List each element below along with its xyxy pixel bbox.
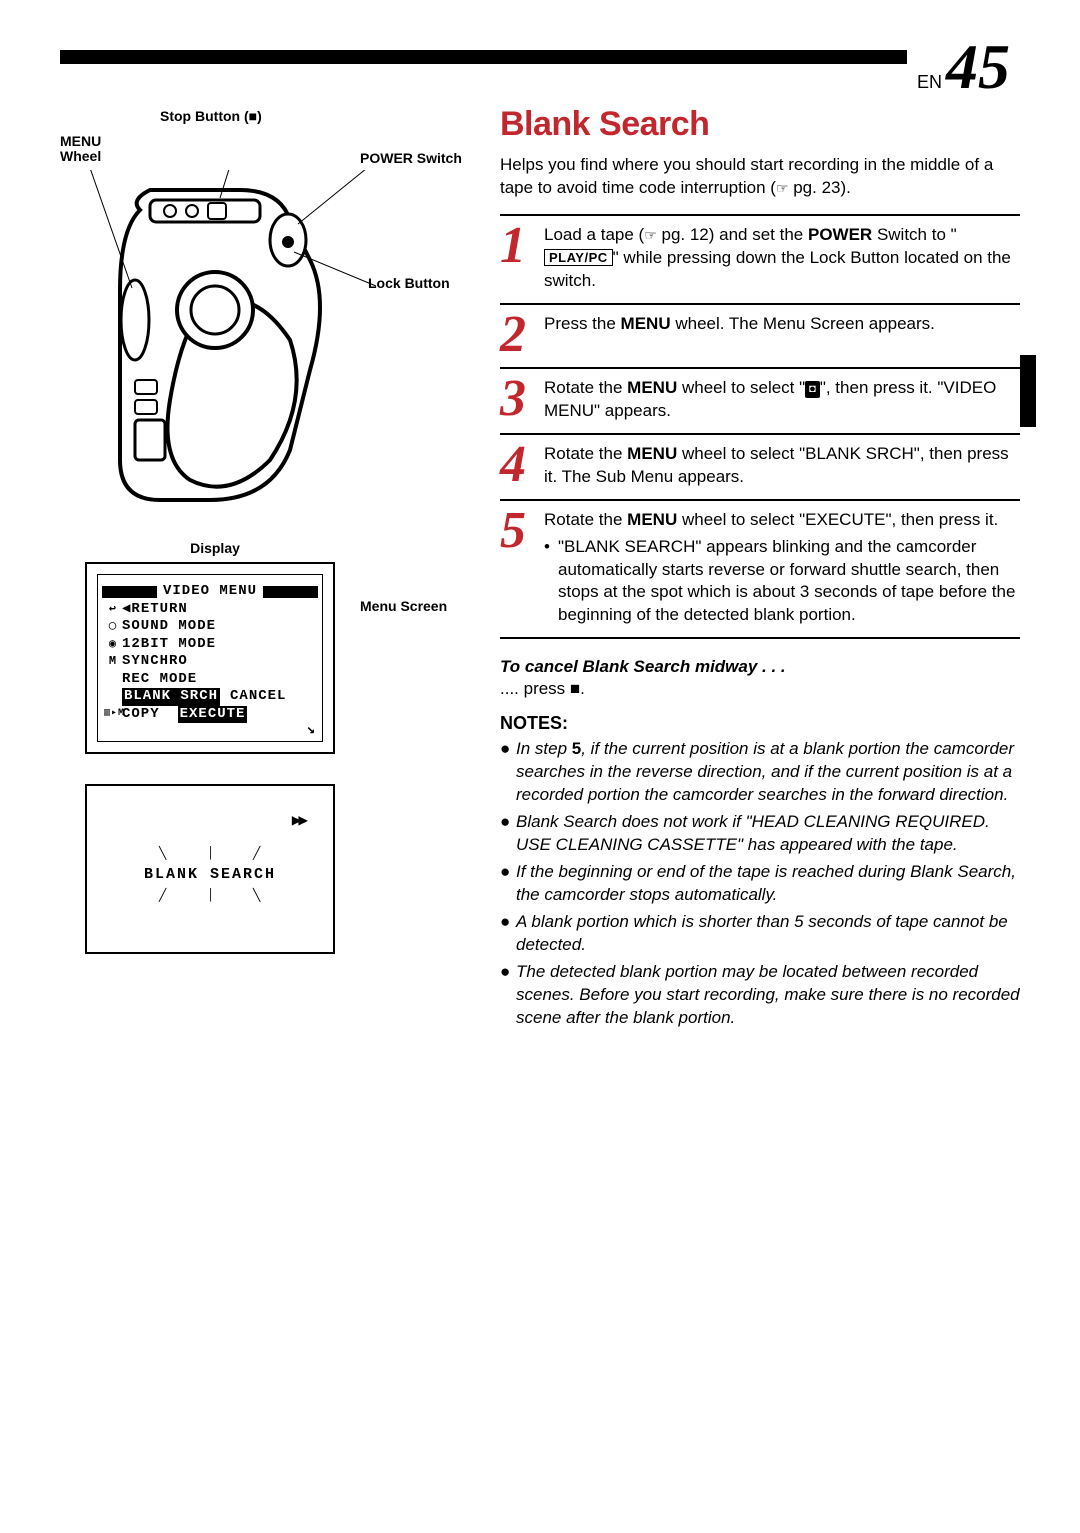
ff-icon: ▶▶ (292, 810, 305, 830)
lcd-row: ◉12BIT MODE (102, 636, 318, 654)
cancel-body: .... press ■. (500, 679, 1020, 699)
note-item: ●A blank portion which is shorter than 5… (500, 911, 1020, 957)
lcd-pointer-arrow: ↘ (307, 722, 316, 740)
camcorder-svg (80, 170, 380, 510)
step-body: Press the MENU wheel. The Menu Screen ap… (544, 313, 935, 357)
callout-menu-wheel-l2: Wheel (60, 149, 101, 164)
page-number-box: EN 45 (907, 35, 1020, 99)
note-item: ●In step 5, if the current position is a… (500, 738, 1020, 807)
step-number: 2 (500, 313, 544, 357)
section-tab (1020, 355, 1036, 427)
lcd-row: MSYNCHRO (102, 653, 318, 671)
display-heading: Display (0, 540, 480, 556)
callout-power-switch: POWER Switch (360, 150, 462, 166)
lcd-execute: EXECUTE (178, 706, 248, 724)
cancel-heading: To cancel Blank Search midway . . . (500, 657, 1020, 677)
note-item: ●If the beginning or end of the tape is … (500, 861, 1020, 907)
lcd-row-text: 12BIT MODE (122, 636, 216, 654)
callout-stop-button: Stop Button (■) (160, 108, 262, 124)
lcd-blank-srch: BLANK SRCH (122, 688, 220, 706)
lcd-row-icon: ◉ (104, 637, 122, 652)
notes-heading: NOTES: (500, 713, 1020, 734)
lcd-row: ◯SOUND MODE (102, 618, 318, 636)
step-body: Rotate the MENU wheel to select "◘", the… (544, 377, 1020, 423)
blank-search-text: BLANK SEARCH (87, 866, 333, 883)
step-number: 5 (500, 509, 544, 628)
lcd-row: ↩◀RETURN (102, 601, 318, 619)
intro-text: Helps you find where you should start re… (500, 154, 1020, 200)
step-block: 1Load a tape (☞ pg. 12) and set the POWE… (500, 214, 1020, 303)
lcd-row-text: ◀RETURN (122, 601, 188, 619)
step-block: 3Rotate the MENU wheel to select "◘", th… (500, 367, 1020, 433)
step-body: Load a tape (☞ pg. 12) and set the POWER… (544, 224, 1020, 293)
step-number: 3 (500, 377, 544, 423)
lcd-row: REC MODE (102, 671, 318, 689)
step-body: Rotate the MENU wheel to select "BLANK S… (544, 443, 1020, 489)
step-block: 2Press the MENU wheel. The Menu Screen a… (500, 303, 1020, 367)
tape-icon: ◘ (805, 381, 820, 398)
lcd-menu-screen: VIDEO MENU ↩◀RETURN◯SOUND MODE◉12BIT MOD… (85, 562, 335, 754)
lcd-row-icon: M (104, 654, 122, 669)
lcd-cancel: CANCEL (230, 688, 286, 706)
section-title: Blank Search (500, 105, 1020, 144)
callout-lock-button: Lock Button (368, 275, 450, 291)
lcd-row-text: REC MODE (122, 671, 197, 689)
note-item: ●The detected blank portion may be locat… (500, 961, 1020, 1030)
lcd-row-icon: ↩ (104, 602, 122, 617)
step-block: 4Rotate the MENU wheel to select "BLANK … (500, 433, 1020, 499)
hand-pointer-icon: ☞ (644, 227, 657, 243)
step-bullet-text: "BLANK SEARCH" appears blinking and the … (558, 536, 1020, 628)
lang-label: EN (917, 72, 942, 93)
lcd-row-icon: ◯ (104, 619, 122, 634)
lcd-title: VIDEO MENU (157, 583, 263, 601)
page-number: 45 (946, 35, 1010, 99)
lcd-blank-search-screen: ▶▶ ╲ │ ╱ BLANK SEARCH ╱ │ ╲ (85, 784, 335, 954)
notes-list: ●In step 5, if the current position is a… (500, 738, 1020, 1029)
boxed-label: PLAY/PC (544, 249, 613, 267)
step-body: Rotate the MENU wheel to select "EXECUTE… (544, 509, 1020, 628)
lcd-row-text: SYNCHRO (122, 653, 188, 671)
hand-pointer-icon: ☞ (776, 180, 789, 196)
menu-screen-label: Menu Screen (360, 598, 447, 614)
camera-illustration: Stop Button (■) MENU Wheel POWER Switch … (60, 120, 480, 530)
callout-menu-wheel-l1: MENU (60, 134, 101, 149)
lcd-copy-icons: ▥▸M (104, 708, 122, 721)
step-number: 1 (500, 224, 544, 293)
lcd-row-text: SOUND MODE (122, 618, 216, 636)
step-number: 4 (500, 443, 544, 489)
note-item: ●Blank Search does not work if "HEAD CLE… (500, 811, 1020, 857)
lcd-copy: COPY (122, 706, 160, 724)
step-block: 5Rotate the MENU wheel to select "EXECUT… (500, 499, 1020, 640)
